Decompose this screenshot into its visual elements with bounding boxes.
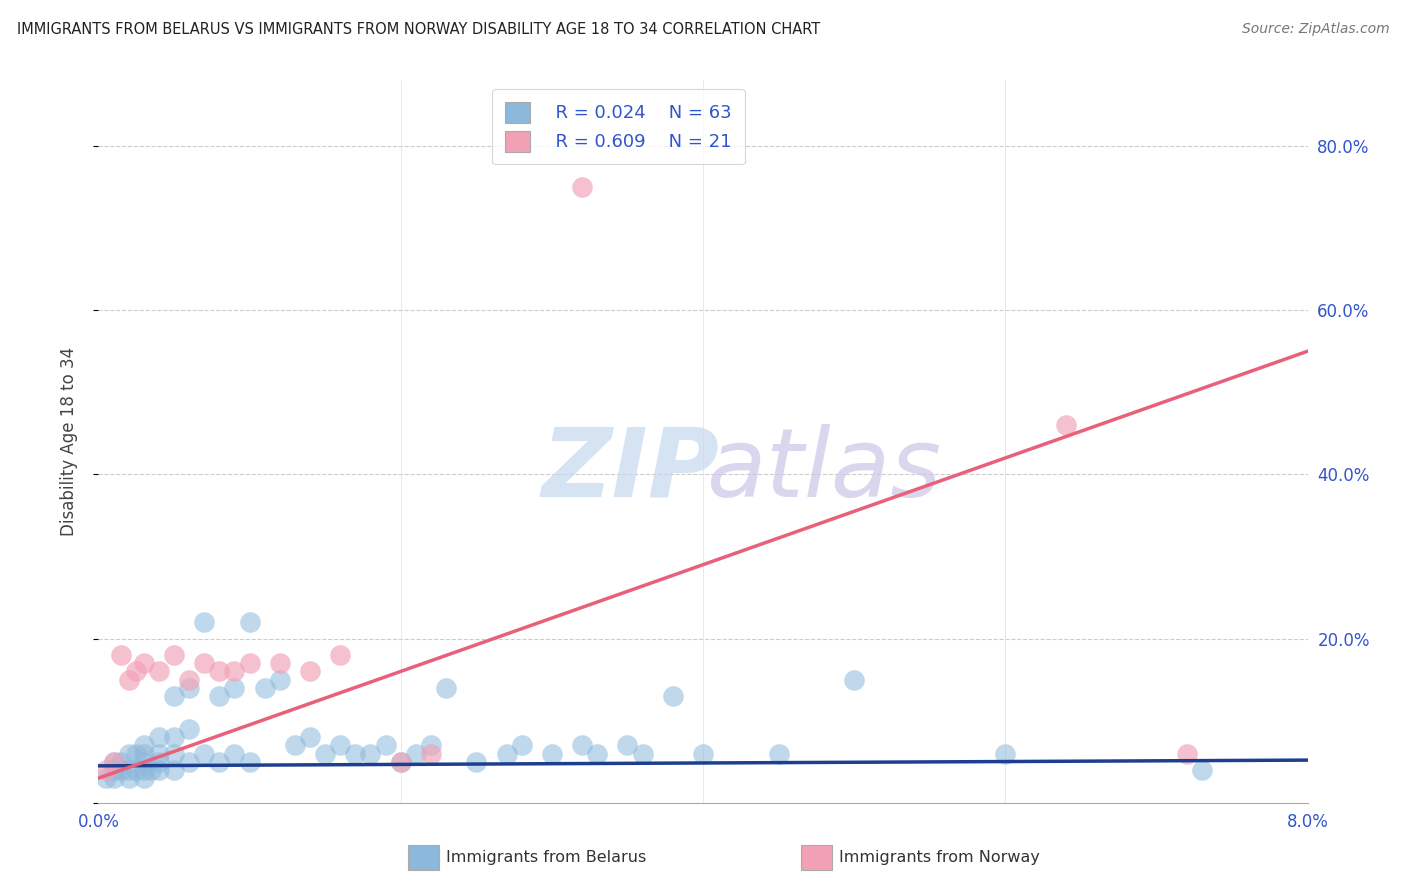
- Point: [125, 763, 148, 777]
- Point: [239, 615, 262, 630]
- Point: [163, 689, 186, 703]
- Point: [253, 681, 276, 695]
- Point: [132, 739, 155, 753]
- Point: [344, 747, 367, 761]
- Point: [193, 747, 215, 761]
- Point: [179, 755, 201, 769]
- Point: [405, 747, 427, 761]
- Point: [208, 665, 231, 679]
- Point: [193, 657, 215, 671]
- Point: [389, 755, 412, 769]
- Point: [110, 763, 132, 777]
- Point: [768, 747, 790, 761]
- Point: [118, 771, 141, 785]
- Point: [148, 755, 170, 769]
- Text: Source: ZipAtlas.com: Source: ZipAtlas.com: [1241, 22, 1389, 37]
- Point: [208, 755, 231, 769]
- Point: [118, 763, 141, 777]
- Point: [239, 755, 262, 769]
- Point: [125, 665, 148, 679]
- Point: [163, 730, 186, 744]
- Point: [465, 755, 488, 769]
- Point: [148, 763, 170, 777]
- Text: IMMIGRANTS FROM BELARUS VS IMMIGRANTS FROM NORWAY DISABILITY AGE 18 TO 34 CORREL: IMMIGRANTS FROM BELARUS VS IMMIGRANTS FR…: [17, 22, 820, 37]
- Point: [103, 755, 125, 769]
- Point: [148, 665, 170, 679]
- Point: [148, 747, 170, 761]
- Point: [510, 739, 533, 753]
- Point: [132, 755, 155, 769]
- Point: [540, 747, 562, 761]
- Point: [118, 673, 141, 687]
- Point: [239, 657, 262, 671]
- Legend:   R = 0.024    N = 63,   R = 0.609    N = 21: R = 0.024 N = 63, R = 0.609 N = 21: [492, 89, 745, 164]
- Point: [994, 747, 1017, 761]
- Point: [692, 747, 714, 761]
- Point: [420, 739, 443, 753]
- Point: [616, 739, 638, 753]
- Point: [434, 681, 457, 695]
- Point: [661, 689, 683, 703]
- Text: ZIP: ZIP: [541, 424, 720, 517]
- Point: [299, 665, 322, 679]
- Point: [125, 747, 148, 761]
- Point: [193, 615, 215, 630]
- Point: [1054, 418, 1077, 433]
- Point: [420, 747, 443, 761]
- Point: [179, 681, 201, 695]
- Point: [495, 747, 517, 761]
- Point: [163, 763, 186, 777]
- Point: [1191, 763, 1213, 777]
- Point: [571, 739, 593, 753]
- Point: [374, 739, 396, 753]
- Point: [118, 747, 141, 761]
- Point: [389, 755, 412, 769]
- Point: [103, 763, 125, 777]
- Point: [103, 771, 125, 785]
- Point: [299, 730, 322, 744]
- Text: atlas: atlas: [706, 424, 942, 517]
- Point: [329, 648, 352, 662]
- Point: [224, 665, 246, 679]
- Point: [163, 648, 186, 662]
- Point: [284, 739, 307, 753]
- Point: [148, 730, 170, 744]
- Point: [141, 763, 163, 777]
- Point: [269, 673, 291, 687]
- Point: [224, 681, 246, 695]
- Point: [163, 747, 186, 761]
- Point: [103, 755, 125, 769]
- Point: [844, 673, 866, 687]
- Point: [329, 739, 352, 753]
- Point: [132, 771, 155, 785]
- Text: Immigrants from Belarus: Immigrants from Belarus: [446, 850, 645, 864]
- Point: [179, 673, 201, 687]
- Point: [179, 722, 201, 736]
- Point: [586, 747, 609, 761]
- Point: [110, 755, 132, 769]
- Point: [132, 747, 155, 761]
- Point: [1175, 747, 1198, 761]
- Point: [269, 657, 291, 671]
- Point: [208, 689, 231, 703]
- Point: [571, 180, 593, 194]
- Point: [224, 747, 246, 761]
- Text: Immigrants from Norway: Immigrants from Norway: [839, 850, 1040, 864]
- Point: [132, 657, 155, 671]
- Point: [94, 771, 117, 785]
- Point: [631, 747, 654, 761]
- Y-axis label: Disability Age 18 to 34: Disability Age 18 to 34: [59, 347, 77, 536]
- Point: [314, 747, 336, 761]
- Point: [110, 648, 132, 662]
- Point: [360, 747, 382, 761]
- Point: [132, 763, 155, 777]
- Point: [94, 763, 117, 777]
